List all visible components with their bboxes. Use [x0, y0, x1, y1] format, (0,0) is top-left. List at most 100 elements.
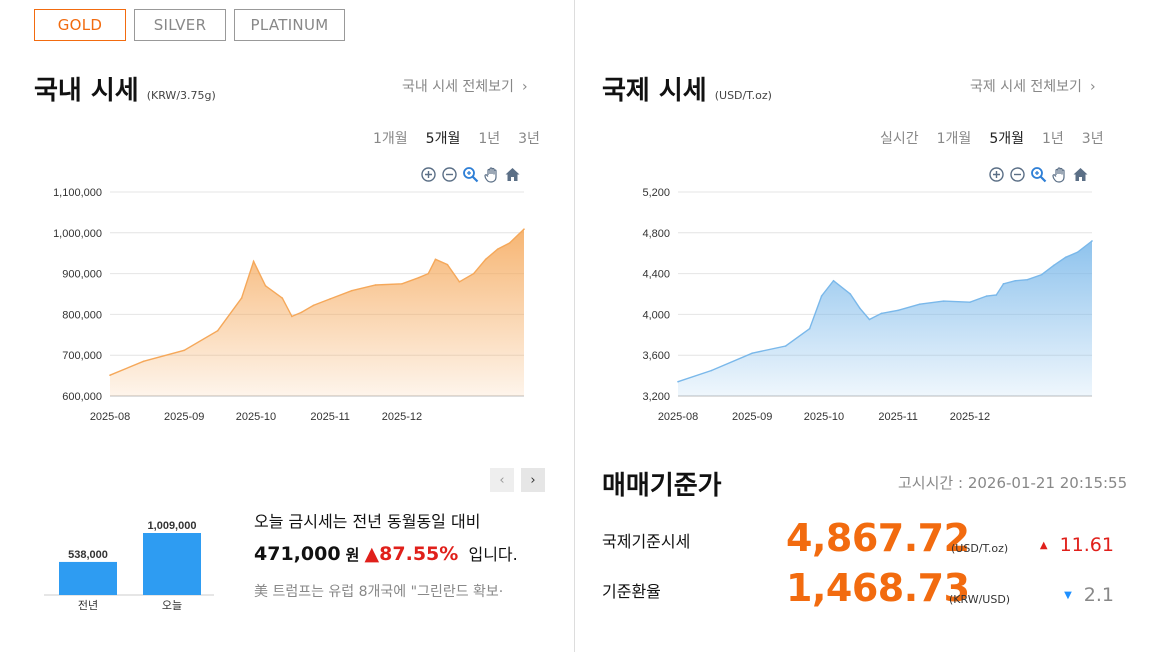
pan-hand-icon[interactable] — [1051, 166, 1068, 183]
international-unit: (USD/T.oz) — [714, 89, 772, 102]
period-1m[interactable]: 1개월 — [936, 131, 972, 147]
next-button[interactable]: › — [521, 468, 545, 492]
down-arrow-icon: ▼ — [1064, 590, 1072, 601]
news-headline[interactable]: 美 트럼프는 유럽 8개국에 "그린란드 확보· — [254, 584, 504, 600]
metal-tabs: GOLD SILVER PLATINUM — [34, 9, 345, 41]
bar-value-label: 538,000 — [68, 549, 108, 561]
x-tick-label: 2025-09 — [164, 411, 204, 423]
data-point — [300, 311, 303, 314]
rate-change-value: 2.1 — [1083, 584, 1114, 606]
comparison-text: 오늘 금시세는 전년 동월동일 대비 471,000 원 ▲87.55% 입니다… — [254, 508, 544, 601]
x-tick-label: 2025-11 — [310, 411, 350, 423]
period-3y[interactable]: 3년 — [1081, 131, 1104, 147]
international-view-all-label: 국제 시세 전체보기 — [970, 79, 1082, 95]
domestic-price-chart: 600,000 700,000 800,000 900,000 1,000,000 1,1… — [53, 187, 525, 423]
tab-gold[interactable]: GOLD — [34, 9, 126, 41]
comparison-line2: 471,000 원 ▲87.55% 입니다. — [254, 542, 544, 567]
data-point — [523, 228, 525, 230]
y-tick-label: 700,000 — [62, 350, 102, 362]
domestic-title-text: 국내 시세 — [34, 76, 139, 106]
data-point — [1002, 283, 1005, 285]
tab-silver[interactable]: SILVER — [134, 9, 226, 41]
data-point — [832, 279, 835, 282]
data-point — [401, 283, 403, 285]
period-1y[interactable]: 1년 — [478, 131, 501, 147]
data-point — [183, 349, 185, 352]
period-3y[interactable]: 3년 — [518, 131, 540, 147]
period-5m[interactable]: 5개월 — [989, 131, 1024, 147]
data-point — [240, 297, 243, 299]
magnify-icon[interactable] — [462, 166, 479, 183]
data-point — [216, 329, 219, 332]
data-point — [264, 285, 267, 287]
rate-label: 국제기준시세 — [602, 532, 691, 551]
data-point — [995, 294, 998, 296]
home-icon[interactable] — [504, 166, 521, 183]
y-tick-label: 4,400 — [642, 269, 670, 281]
data-point — [109, 374, 111, 376]
bar — [59, 561, 117, 595]
pan-hand-icon[interactable] — [483, 166, 500, 183]
data-point — [808, 327, 811, 330]
tab-platinum[interactable]: PLATINUM — [234, 9, 345, 41]
period-1y[interactable]: 1년 — [1041, 131, 1064, 147]
data-point — [897, 309, 899, 312]
x-tick-label: 2025-10 — [236, 411, 276, 423]
bar-value-label: 1,009,000 — [148, 520, 197, 532]
y-tick-label: 3,200 — [642, 391, 670, 403]
diff-percent: 87.55% — [379, 543, 459, 565]
magnify-icon[interactable] — [1030, 166, 1047, 183]
data-point — [859, 307, 861, 310]
data-point — [677, 380, 679, 383]
home-icon[interactable] — [1072, 166, 1089, 183]
x-tick-label: 2025-09 — [732, 411, 772, 423]
international-title-text: 국제 시세 — [602, 76, 707, 106]
data-point — [710, 369, 713, 372]
domestic-view-all-link[interactable]: 국내 시세 전체보기 › — [402, 76, 528, 96]
reference-price-title: 매매기준가 — [602, 471, 722, 501]
data-point — [751, 352, 753, 354]
data-point — [985, 295, 988, 297]
area-fill — [110, 229, 524, 396]
y-tick-label: 900,000 — [62, 269, 102, 281]
up-arrow-icon: ▲ — [1039, 540, 1048, 551]
data-point — [446, 263, 449, 266]
news-pager: ‹ › — [490, 468, 545, 492]
data-point — [880, 312, 883, 315]
international-period-selector: 실시간 1개월 5개월 1년 3년 — [880, 128, 1104, 148]
zoom-out-icon[interactable] — [441, 166, 458, 183]
year-comparison-chart: 538,000 전년 1,009,000 오늘 — [44, 520, 214, 612]
diff-currency: 원 — [345, 546, 360, 564]
x-tick-label: 2025-12 — [950, 411, 990, 423]
data-point — [484, 258, 487, 261]
period-5m[interactable]: 5개월 — [425, 131, 461, 147]
area-fill — [678, 241, 1092, 396]
data-point — [1040, 273, 1043, 276]
data-point — [1076, 251, 1079, 253]
prev-button[interactable]: ‹ — [490, 468, 514, 492]
period-realtime[interactable]: 실시간 — [880, 131, 919, 147]
y-tick-label: 800,000 — [62, 309, 102, 321]
data-point — [1014, 279, 1017, 282]
international-view-all-link[interactable]: 국제 시세 전체보기 › — [970, 76, 1096, 96]
domestic-chart-tools — [420, 166, 521, 183]
zoom-out-icon[interactable] — [1009, 166, 1026, 183]
y-tick-label: 5,200 — [642, 187, 670, 199]
rate-unit: (KRW/USD) — [949, 593, 1011, 606]
data-point — [291, 315, 293, 318]
international-reference-row: 국제기준시세 4,867.72 (USD/T.oz) ▲ 11.61 — [602, 516, 1114, 566]
rate-change: ▲ 11.61 — [1040, 534, 1114, 556]
period-1m[interactable]: 1개월 — [373, 131, 408, 147]
y-tick-label: 4,800 — [642, 228, 670, 240]
zoom-in-icon[interactable] — [988, 166, 1005, 183]
rate-unit: (USD/T.oz) — [951, 542, 1009, 555]
data-point — [142, 360, 145, 363]
data-point — [458, 280, 461, 283]
international-title: 국제 시세 (USD/T.oz) — [602, 70, 772, 107]
diff-amount: 471,000 — [254, 543, 341, 565]
zoom-in-icon[interactable] — [420, 166, 437, 183]
panel-divider — [574, 0, 575, 652]
data-point — [374, 284, 377, 286]
data-point — [472, 272, 475, 275]
data-point — [508, 242, 511, 244]
